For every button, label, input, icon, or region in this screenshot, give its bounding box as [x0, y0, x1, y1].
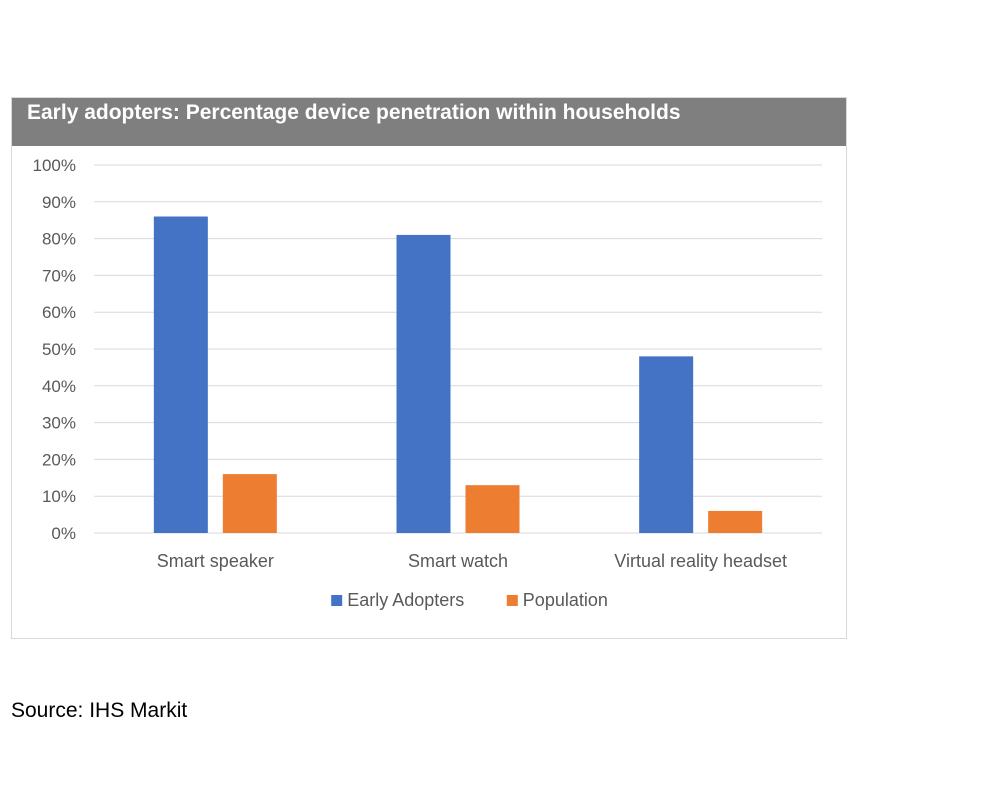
y-tick-label: 0% — [51, 524, 76, 543]
y-tick-label: 80% — [42, 230, 76, 249]
y-tick-label: 60% — [42, 303, 76, 322]
y-tick-label: 30% — [42, 414, 76, 433]
x-tick-label: Smart watch — [408, 551, 508, 571]
y-tick-label: 40% — [42, 377, 76, 396]
legend-label: Population — [523, 590, 608, 610]
bar-population — [708, 510, 763, 533]
legend-swatch — [331, 595, 343, 606]
y-tick-label: 10% — [42, 487, 76, 506]
bar-population — [222, 474, 277, 533]
chart-plot: 0% 10% 20% 30% 40% 50% 60% 70% 80% 90% 100% Smart s… — [33, 156, 822, 610]
y-tick-label: 90% — [42, 193, 76, 212]
bar-population — [465, 485, 520, 533]
chart-title: Early adopters: Percentage device penetr… — [27, 101, 681, 124]
legend-label: Early Adopters — [347, 590, 464, 610]
x-tick-label: Smart speaker — [157, 551, 274, 571]
y-tick-label: 100% — [33, 156, 76, 175]
y-tick-label: 70% — [42, 266, 76, 285]
y-tick-label: 20% — [42, 450, 76, 469]
legend-swatch — [506, 595, 518, 606]
source-note: Source: IHS Markit — [11, 699, 188, 722]
y-tick-label: 50% — [42, 340, 76, 359]
x-tick-label: Virtual reality headset — [614, 551, 787, 571]
bar-early-adopters — [153, 216, 208, 533]
bar-early-adopters — [639, 356, 694, 533]
chart-frame: Early adopters: Percentage device penetr… — [11, 97, 847, 639]
chart-title-bar: Early adopters: Percentage device penetr… — [12, 98, 846, 146]
bar-early-adopters — [396, 234, 451, 534]
